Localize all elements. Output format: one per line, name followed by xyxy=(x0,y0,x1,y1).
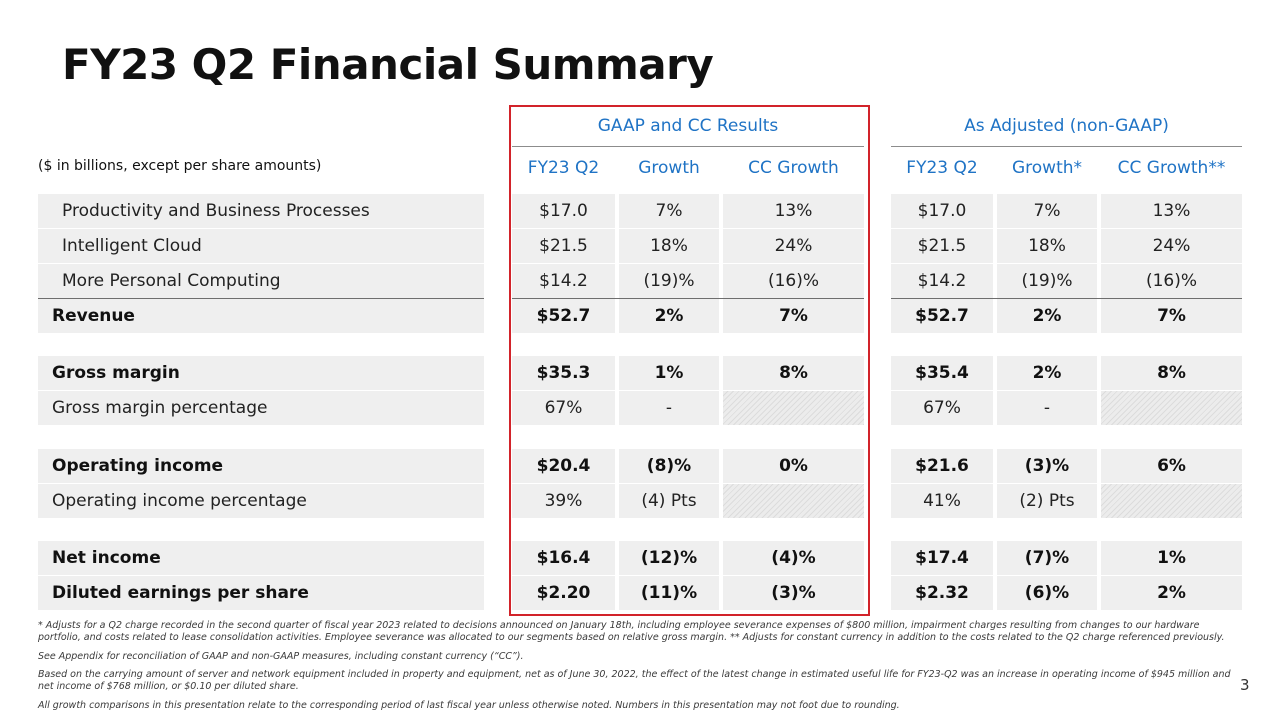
cell-intelligent-cloud-gaap-fy23q2: $21.5 xyxy=(512,229,615,263)
col-header-gaap-fy23q2: FY23 Q2 xyxy=(527,158,600,178)
col-header-adj-cc-growth: CC Growth** xyxy=(1117,158,1226,178)
revenue-separator-1 xyxy=(512,298,864,299)
cell-net-income-adj-growth: (7)% xyxy=(997,541,1097,575)
cell-operating-income-adj-cc-growth: 6% xyxy=(1101,449,1242,483)
cell-diluted-eps-adj-fy23q2: $2.32 xyxy=(891,576,993,610)
footnote-adjustments: * Adjusts for a Q2 charge recorded in th… xyxy=(38,620,1225,643)
revenue-separator-0 xyxy=(38,298,484,299)
cell-operating-income-adj-growth: (3)% xyxy=(997,449,1097,483)
cell-revenue-gaap-fy23q2: $52.7 xyxy=(512,299,615,333)
cell-operating-income-gaap-fy23q2: $20.4 xyxy=(512,449,615,483)
cell-gross-margin-gaap-cc-growth: 8% xyxy=(723,356,864,390)
row-label-intelligent-cloud: Intelligent Cloud xyxy=(38,229,484,263)
cell-more-personal-computing-adj-fy23q2: $14.2 xyxy=(891,264,993,298)
cell-revenue-gaap-cc-growth: 7% xyxy=(723,299,864,333)
cell-intelligent-cloud-gaap-cc-growth: 24% xyxy=(723,229,864,263)
cell-gross-margin-percentage-adj-fy23q2: 67% xyxy=(891,391,993,425)
cell-operating-income-percentage-gaap-growth: (4) Pts xyxy=(619,484,719,518)
cell-gross-margin-adj-fy23q2: $35.4 xyxy=(891,356,993,390)
cell-gross-margin-adj-growth: 2% xyxy=(997,356,1097,390)
cell-more-personal-computing-gaap-growth: (19)% xyxy=(619,264,719,298)
footnote-appendix: See Appendix for reconciliation of GAAP … xyxy=(38,651,524,662)
row-label-revenue: Revenue xyxy=(38,299,484,333)
cell-net-income-adj-fy23q2: $17.4 xyxy=(891,541,993,575)
cell-operating-income-adj-fy23q2: $21.6 xyxy=(891,449,993,483)
cell-gross-margin-gaap-growth: 1% xyxy=(619,356,719,390)
cell-more-personal-computing-adj-growth: (19)% xyxy=(997,264,1097,298)
cell-more-personal-computing-gaap-fy23q2: $14.2 xyxy=(512,264,615,298)
cell-intelligent-cloud-adj-cc-growth: 24% xyxy=(1101,229,1242,263)
row-label-productivity-business-processes: Productivity and Business Processes xyxy=(38,194,484,228)
cell-more-personal-computing-gaap-cc-growth: (16)% xyxy=(723,264,864,298)
gaap-highlight-box xyxy=(509,105,870,616)
adjusted-header-rule xyxy=(891,146,1242,147)
cell-diluted-eps-gaap-cc-growth: (3)% xyxy=(723,576,864,610)
cell-net-income-gaap-cc-growth: (4)% xyxy=(723,541,864,575)
cell-operating-income-percentage-adj-cc-growth xyxy=(1101,484,1242,518)
cell-operating-income-percentage-adj-fy23q2: 41% xyxy=(891,484,993,518)
cell-gross-margin-adj-cc-growth: 8% xyxy=(1101,356,1242,390)
page-title: FY23 Q2 Financial Summary xyxy=(62,40,714,89)
cell-productivity-business-processes-gaap-cc-growth: 13% xyxy=(723,194,864,228)
cell-intelligent-cloud-adj-fy23q2: $21.5 xyxy=(891,229,993,263)
cell-diluted-eps-gaap-fy23q2: $2.20 xyxy=(512,576,615,610)
cell-revenue-adj-cc-growth: 7% xyxy=(1101,299,1242,333)
cell-gross-margin-percentage-gaap-growth: - xyxy=(619,391,719,425)
footnote-useful-life: Based on the carrying amount of server a… xyxy=(38,669,1231,692)
row-label-gross-margin: Gross margin xyxy=(38,356,484,390)
cell-gross-margin-percentage-gaap-fy23q2: 67% xyxy=(512,391,615,425)
cell-net-income-gaap-growth: (12)% xyxy=(619,541,719,575)
col-header-gaap-cc-growth: CC Growth xyxy=(748,158,839,178)
row-label-operating-income: Operating income xyxy=(38,449,484,483)
col-header-gaap-growth: Growth xyxy=(638,158,700,178)
cell-intelligent-cloud-gaap-growth: 18% xyxy=(619,229,719,263)
col-header-adj-fy23q2: FY23 Q2 xyxy=(906,158,978,178)
cell-operating-income-percentage-gaap-cc-growth xyxy=(723,484,864,518)
cell-gross-margin-percentage-adj-cc-growth xyxy=(1101,391,1242,425)
cell-operating-income-percentage-gaap-fy23q2: 39% xyxy=(512,484,615,518)
row-label-gross-margin-percentage: Gross margin percentage xyxy=(38,391,484,425)
row-label-more-personal-computing: More Personal Computing xyxy=(38,264,484,298)
cell-revenue-adj-growth: 2% xyxy=(997,299,1097,333)
cell-productivity-business-processes-adj-cc-growth: 13% xyxy=(1101,194,1242,228)
row-label-diluted-eps: Diluted earnings per share xyxy=(38,576,484,610)
row-label-net-income: Net income xyxy=(38,541,484,575)
row-label-operating-income-percentage: Operating income percentage xyxy=(38,484,484,518)
page-number: 3 xyxy=(1240,676,1250,694)
footnote-growth-comparisons: All growth comparisons in this presentat… xyxy=(38,700,900,711)
col-header-adj-growth: Growth* xyxy=(1011,158,1083,178)
cell-net-income-gaap-fy23q2: $16.4 xyxy=(512,541,615,575)
cell-operating-income-percentage-adj-growth: (2) Pts xyxy=(997,484,1097,518)
cell-diluted-eps-adj-cc-growth: 2% xyxy=(1101,576,1242,610)
cell-gross-margin-gaap-fy23q2: $35.3 xyxy=(512,356,615,390)
cell-operating-income-gaap-growth: (8)% xyxy=(619,449,719,483)
cell-gross-margin-percentage-adj-growth: - xyxy=(997,391,1097,425)
cell-revenue-adj-fy23q2: $52.7 xyxy=(891,299,993,333)
cell-revenue-gaap-growth: 2% xyxy=(619,299,719,333)
cell-productivity-business-processes-adj-growth: 7% xyxy=(997,194,1097,228)
cell-diluted-eps-gaap-growth: (11)% xyxy=(619,576,719,610)
adjusted-group-header: As Adjusted (non-GAAP) xyxy=(964,116,1169,136)
units-note: ($ in billions, except per share amounts… xyxy=(38,158,322,174)
cell-diluted-eps-adj-growth: (6)% xyxy=(997,576,1097,610)
cell-net-income-adj-cc-growth: 1% xyxy=(1101,541,1242,575)
cell-operating-income-gaap-cc-growth: 0% xyxy=(723,449,864,483)
cell-intelligent-cloud-adj-growth: 18% xyxy=(997,229,1097,263)
gaap-header-rule xyxy=(512,146,864,147)
cell-gross-margin-percentage-gaap-cc-growth xyxy=(723,391,864,425)
cell-productivity-business-processes-adj-fy23q2: $17.0 xyxy=(891,194,993,228)
gaap-group-header: GAAP and CC Results xyxy=(597,116,779,136)
cell-productivity-business-processes-gaap-growth: 7% xyxy=(619,194,719,228)
cell-productivity-business-processes-gaap-fy23q2: $17.0 xyxy=(512,194,615,228)
cell-more-personal-computing-adj-cc-growth: (16)% xyxy=(1101,264,1242,298)
revenue-separator-2 xyxy=(891,298,1242,299)
